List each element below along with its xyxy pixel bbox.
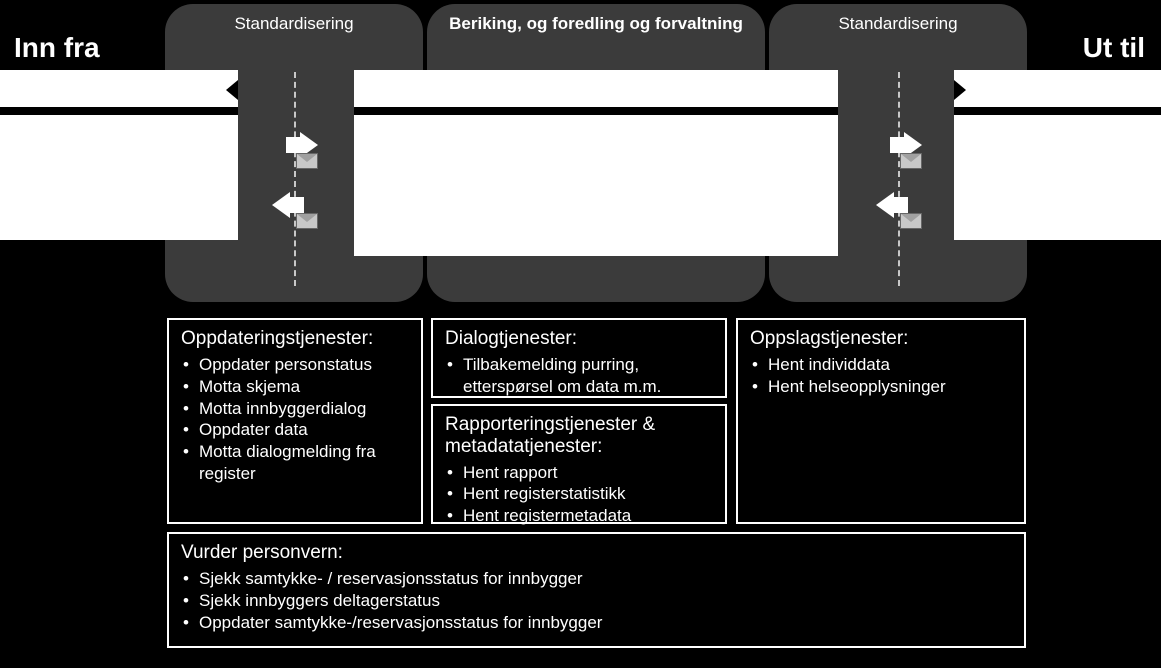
box-update-title: Oppdateringstjenester:: [181, 328, 409, 350]
bar-right: [954, 70, 1161, 240]
arrow-left-icon: [272, 192, 290, 218]
box-lookup-list: Hent individdata Hent helseopplysninger: [750, 354, 1012, 398]
bar-right-notch: [954, 80, 966, 100]
list-item: Oppdater personstatus: [199, 354, 409, 376]
arrow-left-icon: [876, 192, 894, 218]
list-item: Motta innbyggerdialog: [199, 398, 409, 420]
list-item: Sjekk samtykke- / reservasjonsstatus for…: [199, 568, 1012, 590]
stage-left-divider: [294, 72, 296, 286]
envelope-icon: [900, 153, 922, 169]
label-in-from: Inn fra: [14, 32, 100, 64]
envelope-icon: [296, 213, 318, 229]
envelope-icon: [900, 213, 922, 229]
box-dialog-services: Dialogtjenester: Tilbakemelding purring,…: [431, 318, 727, 398]
box-privacy-list: Sjekk samtykke- / reservasjonsstatus for…: [181, 568, 1012, 633]
bar-center: [354, 70, 838, 256]
box-report-list: Hent rapport Hent registerstatistikk Hen…: [445, 462, 713, 527]
list-item: Oppdater data: [199, 419, 409, 441]
box-update-list: Oppdater personstatus Motta skjema Motta…: [181, 354, 409, 485]
bar-center-split: [354, 107, 838, 115]
list-item: Sjekk innbyggers deltagerstatus: [199, 590, 1012, 612]
list-item: Motta dialogmelding fra register: [199, 441, 409, 485]
stage-right-title: Standardisering: [769, 14, 1027, 34]
list-item: Oppdater samtykke-/reservasjonsstatus fo…: [199, 612, 1012, 634]
box-privacy-title: Vurder personvern:: [181, 542, 1012, 564]
box-dialog-title: Dialogtjenester:: [445, 328, 713, 350]
box-dialog-list: Tilbakemelding purring, etterspørsel om …: [445, 354, 713, 398]
stage-center-title: Beriking, og foredling og forvaltning: [427, 14, 765, 34]
box-update-services: Oppdateringstjenester: Oppdater personst…: [167, 318, 423, 524]
box-privacy-services: Vurder personvern: Sjekk samtykke- / res…: [167, 532, 1026, 648]
stage-left-title: Standardisering: [165, 14, 423, 34]
bar-left: [0, 70, 238, 240]
list-item: Hent helseopplysninger: [768, 376, 1012, 398]
envelope-icon: [296, 153, 318, 169]
list-item: Hent individdata: [768, 354, 1012, 376]
box-report-services: Rapporteringstjenester & metadatatjenest…: [431, 404, 727, 524]
bar-left-split: [0, 107, 238, 115]
bar-left-notch: [226, 80, 238, 100]
list-item: Hent registerstatistikk: [463, 483, 713, 505]
box-report-title: Rapporteringstjenester & metadatatjenest…: [445, 414, 713, 458]
label-out-to: Ut til: [1083, 32, 1145, 64]
list-item: Tilbakemelding purring, etterspørsel om …: [463, 354, 713, 398]
bar-right-split: [954, 107, 1161, 115]
list-item: Hent rapport: [463, 462, 713, 484]
list-item: Hent registermetadata: [463, 505, 713, 527]
box-lookup-services: Oppslagstjenester: Hent individdata Hent…: [736, 318, 1026, 524]
list-item: Motta skjema: [199, 376, 409, 398]
stage-right-divider: [898, 72, 900, 286]
box-lookup-title: Oppslagstjenester:: [750, 328, 1012, 350]
